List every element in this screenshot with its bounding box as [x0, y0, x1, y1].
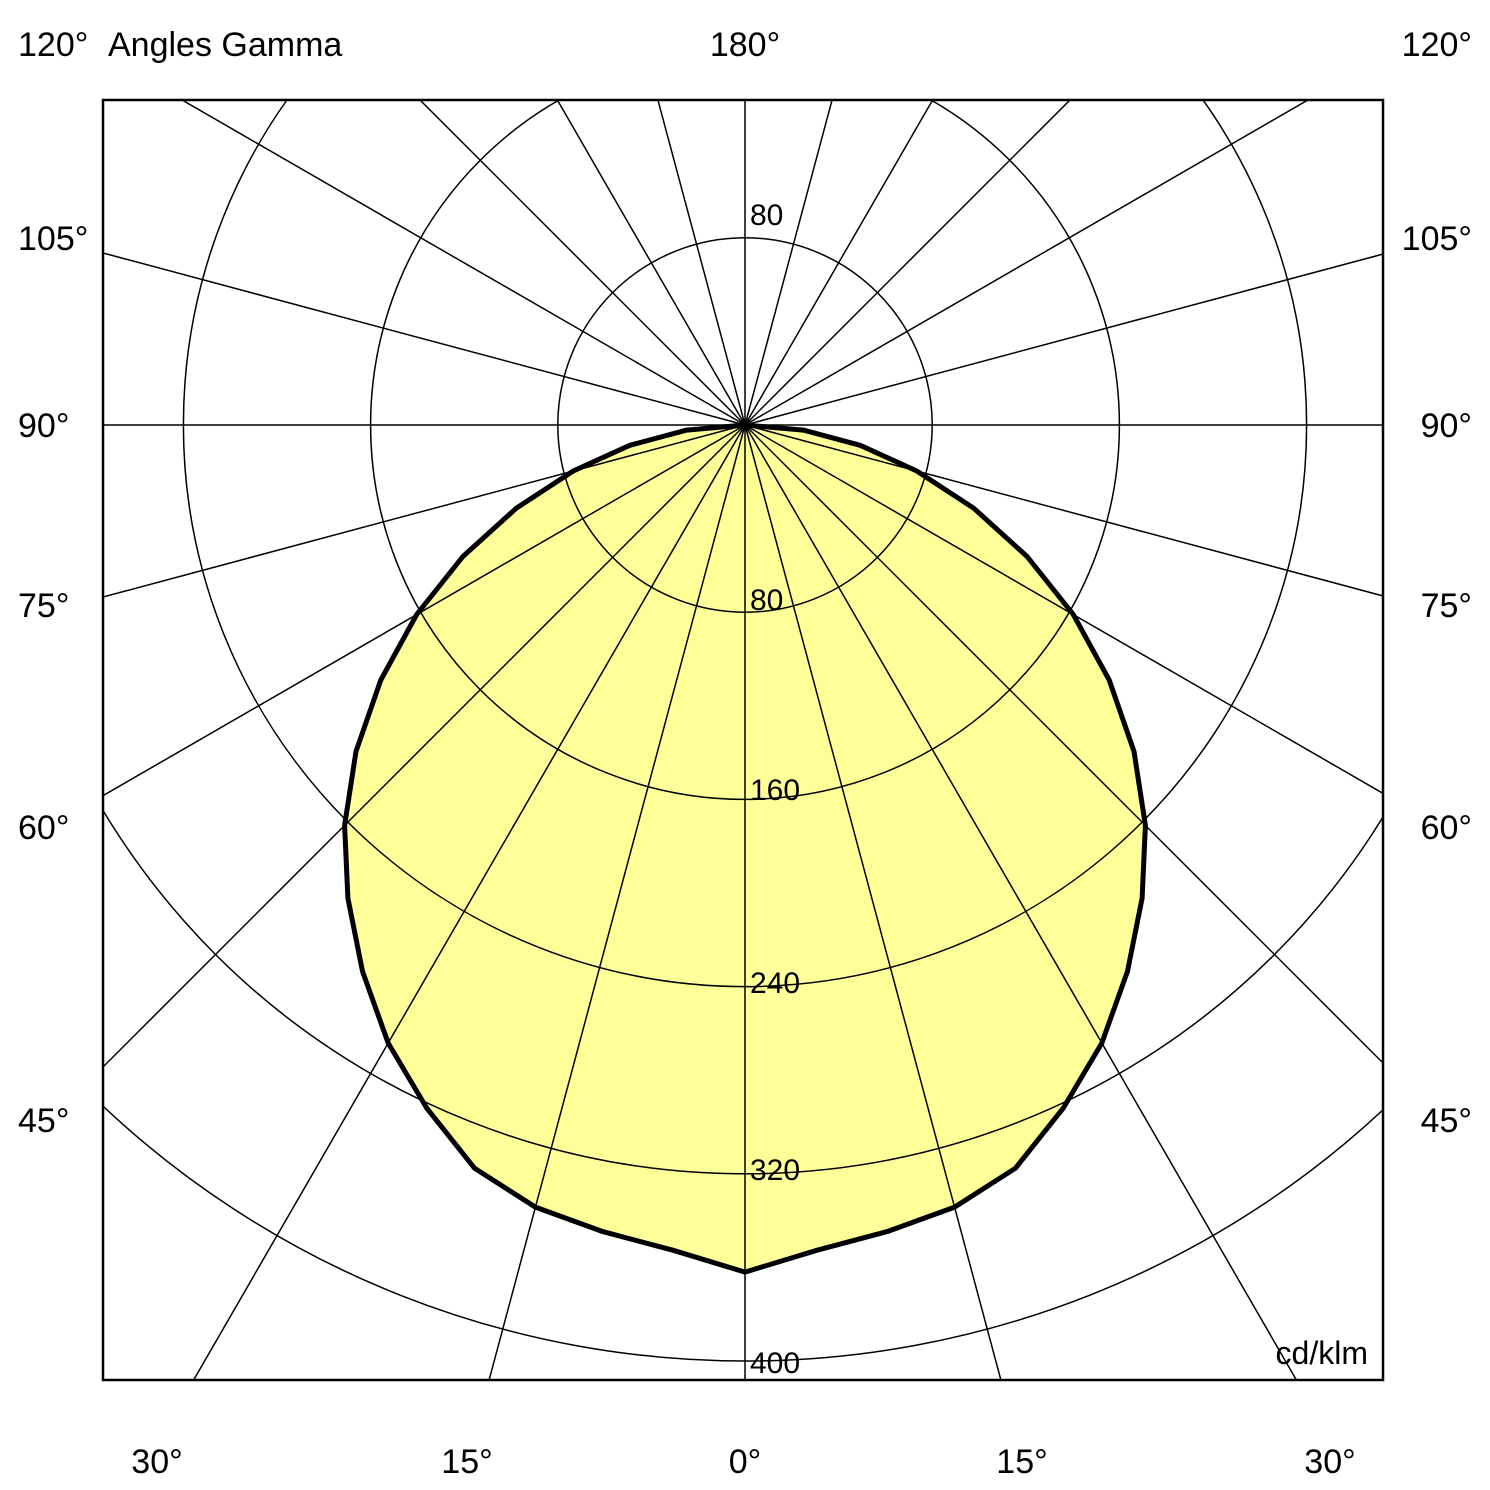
- gamma-axis-label-15-bottom-right: 15°: [996, 1443, 1048, 1481]
- gamma-axis-label-15-bottom-left: 15°: [441, 1443, 493, 1481]
- ring-value-label-320: 320: [750, 1154, 801, 1187]
- gamma-axis-label-30-bottom-left: 30°: [131, 1443, 183, 1481]
- unit-label-cd-klm: cd/klm: [1275, 1335, 1368, 1371]
- ring-value-label-400: 400: [750, 1347, 801, 1380]
- gamma-axis-label-180-top-center: 180°: [709, 26, 781, 64]
- gamma-axis-label-120-top-left: 120°: [18, 26, 89, 64]
- gamma-axis-label-45-right: 45°: [1420, 1102, 1472, 1140]
- ring-value-label-80: 80: [750, 584, 784, 617]
- ring-value-label-240: 240: [750, 967, 801, 1000]
- gamma-axis-label-75-right: 75°: [1420, 587, 1472, 625]
- diagram-title: Angles Gamma: [108, 26, 343, 64]
- gamma-axis-label-30-bottom-right: 30°: [1304, 1443, 1356, 1481]
- gamma-axis-label-0-bottom: 0°: [728, 1443, 762, 1481]
- gamma-axis-label-90-left: 90°: [18, 407, 70, 445]
- gamma-axis-label-90-right: 90°: [1420, 407, 1472, 445]
- ring-value-label-160: 160: [750, 774, 801, 807]
- gamma-axis-label-60-left: 60°: [18, 809, 70, 847]
- gamma-axis-label-105-right: 105°: [1401, 220, 1472, 258]
- gamma-axis-label-120-top-right: 120°: [1401, 26, 1472, 64]
- gamma-axis-label-60-right: 60°: [1420, 809, 1472, 847]
- gamma-axis-label-105-left: 105°: [18, 220, 89, 258]
- gamma-axis-label-45-left: 45°: [18, 1102, 70, 1140]
- ring-value-label-80-upper: 80: [750, 199, 784, 232]
- gamma-axis-label-75-left: 75°: [18, 587, 70, 625]
